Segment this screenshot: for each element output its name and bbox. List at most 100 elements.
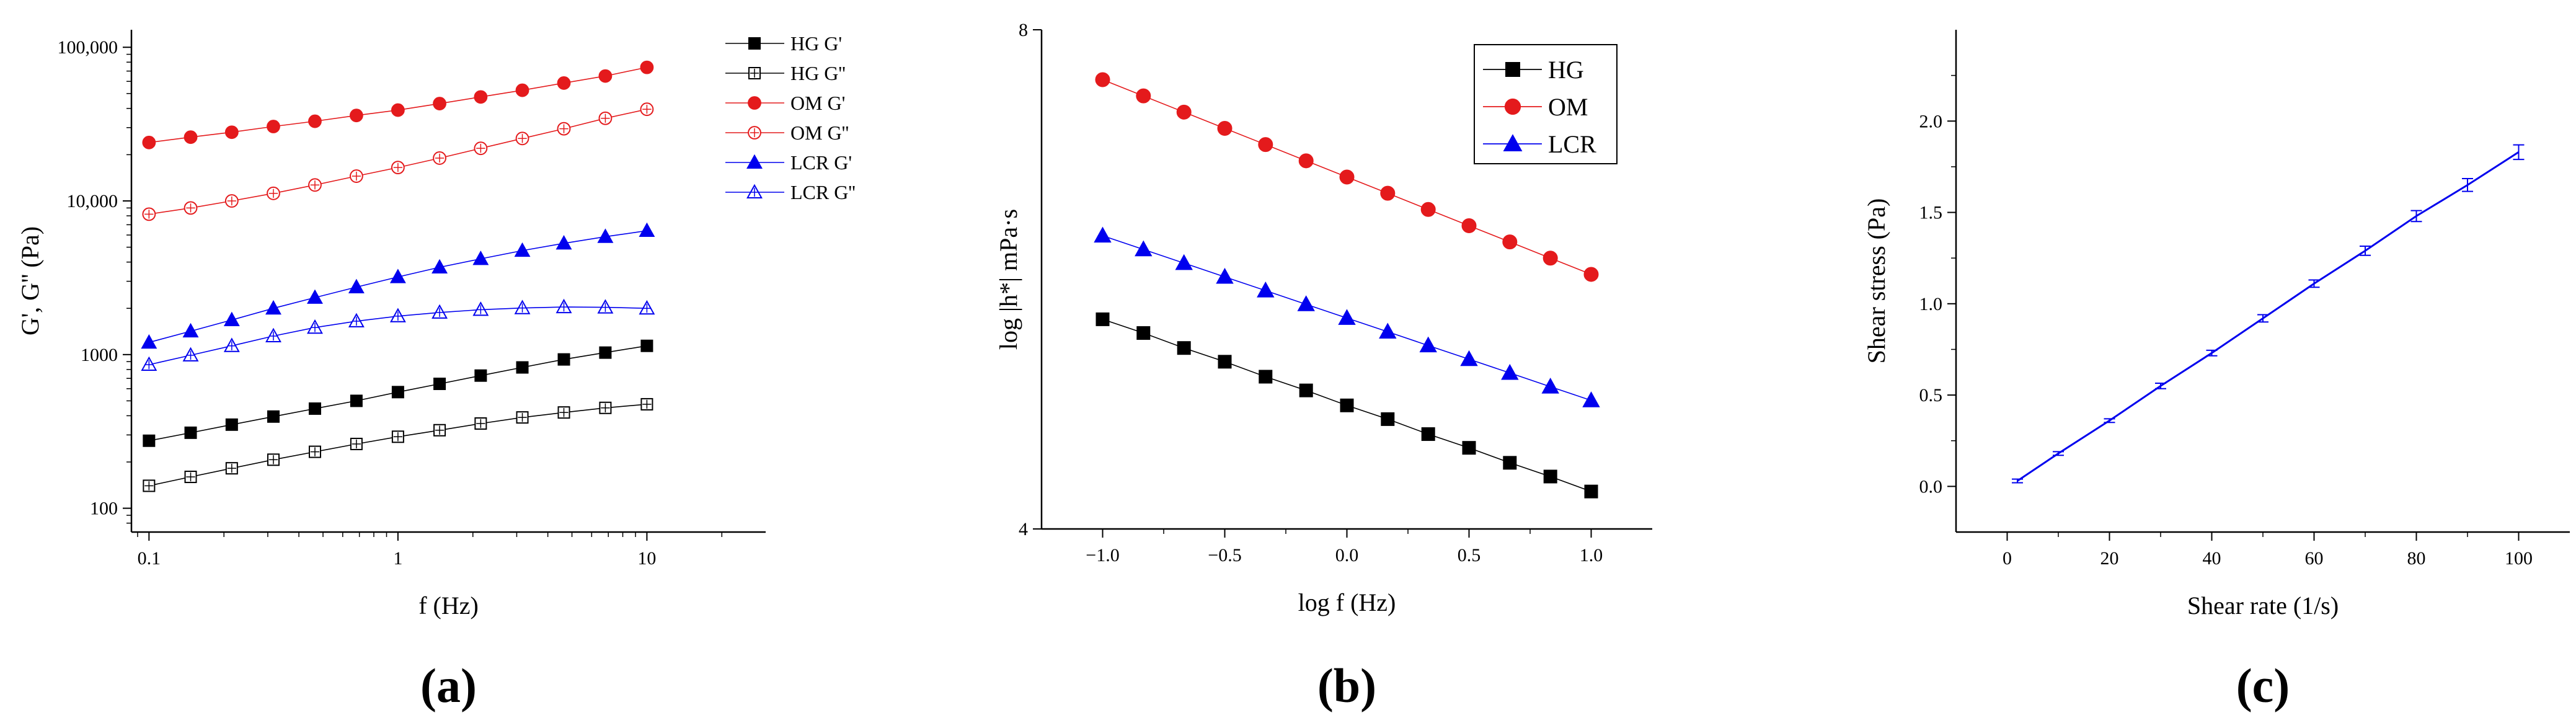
data-point xyxy=(184,471,197,484)
data-point xyxy=(474,141,488,156)
data-point xyxy=(141,356,157,371)
x-tick-label: 100 xyxy=(2505,548,2533,569)
panel-label: (b) xyxy=(1317,659,1376,712)
legend-marker xyxy=(1505,62,1520,77)
data-point xyxy=(433,151,446,165)
data-point xyxy=(1094,226,1112,243)
data-point xyxy=(1136,326,1151,340)
data-point xyxy=(515,131,529,146)
data-point xyxy=(267,120,280,133)
data-point xyxy=(349,169,363,183)
data-point xyxy=(143,434,156,447)
data-point xyxy=(557,406,570,419)
legend-item: OM G' xyxy=(725,92,845,114)
data-point xyxy=(599,346,612,359)
y-tick-label: 1.5 xyxy=(1919,203,1943,223)
data-point xyxy=(597,299,614,314)
data-point xyxy=(557,76,571,90)
data-point xyxy=(142,135,156,149)
panel-label: (a) xyxy=(420,659,477,712)
legend: HG OM LCR xyxy=(1474,44,1618,164)
data-point xyxy=(1421,427,1435,442)
data-point xyxy=(555,298,572,314)
data-point xyxy=(599,401,612,414)
y-axis-title: log |h*| mPa·s xyxy=(994,209,1022,350)
y-axis-title: G', G'' (Pa) xyxy=(16,226,44,335)
data-point xyxy=(1175,254,1193,270)
data-point xyxy=(1339,169,1355,185)
data-point xyxy=(391,386,404,399)
data-point xyxy=(1177,341,1191,355)
data-point xyxy=(184,426,197,439)
data-point xyxy=(391,103,405,117)
data-point xyxy=(184,130,198,144)
data-point xyxy=(514,300,531,314)
data-point xyxy=(265,300,281,315)
y-tick-label: 1.0 xyxy=(1919,294,1943,314)
data-point xyxy=(1176,104,1192,120)
x-axis-title: Shear rate (1/s) xyxy=(2187,592,2339,619)
x-tick-label: −0.5 xyxy=(1208,545,1241,566)
data-point xyxy=(1217,120,1233,136)
data-point xyxy=(182,347,199,362)
data-point xyxy=(598,69,613,83)
legend-item: HG G'' xyxy=(725,62,846,84)
data-point xyxy=(432,304,448,319)
data-point xyxy=(1379,322,1397,339)
data-point xyxy=(389,308,406,322)
data-point xyxy=(474,417,487,430)
legend-label: HG xyxy=(1548,56,1584,84)
data-point xyxy=(1095,72,1110,87)
legend-label: LCR G'' xyxy=(790,181,856,203)
legend-marker xyxy=(746,184,763,198)
data-point xyxy=(224,125,239,140)
x-tick-label: 1.0 xyxy=(1580,545,1603,566)
data-point xyxy=(555,235,572,250)
data-point xyxy=(639,222,655,237)
data-point xyxy=(1461,218,1477,233)
data-point xyxy=(1503,456,1517,470)
legend-marker xyxy=(1503,134,1523,151)
legend-label: LCR xyxy=(1548,130,1596,158)
y-tick-label: 8 xyxy=(1019,20,1028,40)
data-point xyxy=(1216,267,1234,284)
data-point xyxy=(640,397,653,411)
legend-marker xyxy=(748,96,761,110)
x-tick-label: 10 xyxy=(637,548,656,569)
y-tick-label: 1000 xyxy=(81,345,118,365)
data-point xyxy=(640,339,653,352)
data-point xyxy=(514,242,531,257)
y-tick-label: 0.5 xyxy=(1919,385,1943,406)
data-point xyxy=(1218,355,1232,369)
x-tick-label: 80 xyxy=(2407,548,2426,569)
data-point xyxy=(348,278,365,293)
data-point xyxy=(391,161,405,175)
data-point xyxy=(1460,350,1478,366)
data-point xyxy=(639,300,655,315)
legend-label: OM G'' xyxy=(790,122,849,144)
data-point xyxy=(307,289,323,304)
data-point xyxy=(433,424,446,437)
data-point xyxy=(472,251,489,265)
y-tick-label: 4 xyxy=(1019,519,1028,539)
legend-marker xyxy=(748,67,761,79)
legend-label: LCR G' xyxy=(790,151,852,174)
data-point xyxy=(267,410,280,423)
data-point xyxy=(640,102,654,117)
data-point xyxy=(1297,295,1315,311)
data-point xyxy=(142,207,156,221)
data-point xyxy=(557,353,570,366)
data-point xyxy=(391,430,404,443)
data-point xyxy=(433,97,446,110)
data-point xyxy=(1338,309,1356,325)
data-point xyxy=(1136,88,1151,104)
chart-panel-b: −1.0 −0.5 0.0 0.5 1.0 4 8 log f (Hz) log |h*| mP… xyxy=(994,20,1652,712)
data-point xyxy=(265,327,281,342)
data-point xyxy=(557,122,571,136)
data-point xyxy=(516,361,529,374)
data-point xyxy=(143,479,156,492)
data-point xyxy=(1258,137,1273,153)
data-point xyxy=(350,394,363,407)
data-point xyxy=(474,369,487,382)
y-axis-title: Shear stress (Pa) xyxy=(1862,198,1890,364)
